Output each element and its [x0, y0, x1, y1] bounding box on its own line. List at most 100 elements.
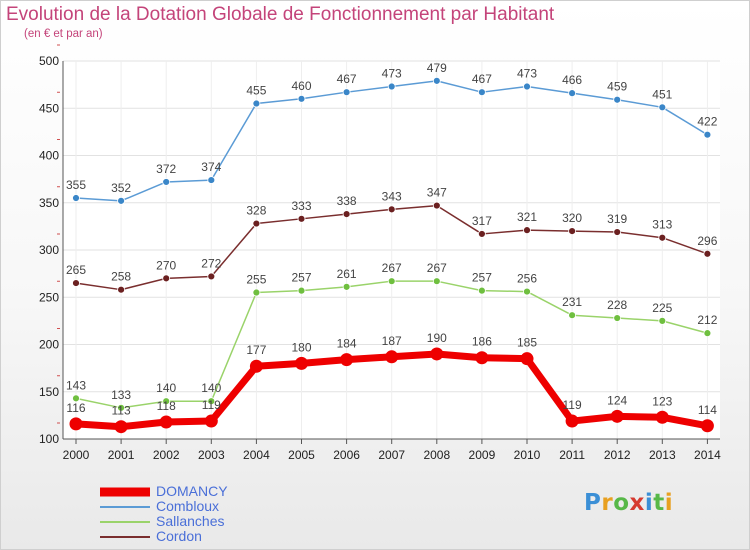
data-point [658, 103, 667, 112]
chart-title: Evolution de la Dotation Globale de Fonc… [6, 4, 555, 25]
data-label: 267 [427, 261, 447, 275]
x-tick-label: 2002 [153, 448, 180, 462]
data-point [523, 287, 531, 296]
legend-label: Combloux [156, 498, 220, 514]
data-label: 466 [562, 73, 582, 87]
data-label: 261 [337, 267, 357, 281]
data-label: 212 [697, 313, 717, 327]
x-tick-label: 2010 [514, 448, 541, 462]
legend-swatch [100, 505, 150, 508]
data-label: 114 [698, 403, 717, 417]
data-point [703, 329, 712, 338]
data-label: 347 [427, 186, 447, 200]
data-label: 451 [652, 87, 672, 101]
data-point [523, 82, 531, 91]
data-label: 257 [291, 271, 311, 285]
y-tick-label: 350 [39, 196, 59, 210]
legend-swatch [100, 487, 150, 496]
data-label: 143 [66, 378, 86, 392]
data-point [252, 219, 261, 228]
y-tick-label: 300 [39, 243, 59, 257]
x-tick-label: 2007 [378, 448, 405, 462]
series-combloux: 355 352 372 374 455 460 467 473 479 467 473 466 459 4… [66, 61, 718, 205]
data-point [114, 420, 128, 434]
data-point [162, 397, 171, 406]
x-tick-label: 2011 [559, 448, 585, 462]
data-point [565, 414, 579, 428]
data-point [703, 249, 712, 258]
data-point [385, 350, 399, 364]
data-label: 459 [607, 80, 627, 94]
data-point [568, 227, 576, 236]
data-point [432, 76, 441, 85]
x-tick-label: 2004 [243, 448, 270, 462]
data-label: 333 [291, 199, 311, 213]
data-point [658, 316, 667, 325]
data-point [249, 359, 263, 373]
data-label: 338 [337, 194, 357, 208]
data-label: 118 [157, 399, 176, 413]
data-point [207, 176, 216, 184]
y-tick-label: 100 [39, 432, 59, 446]
data-label: 270 [156, 258, 176, 272]
data-label: 374 [201, 160, 221, 174]
data-point [703, 130, 712, 139]
data-point [342, 210, 351, 218]
series-domancy: 116 113 118 119 177 180 184 187 190 186 185 119 124 1… [66, 331, 717, 434]
data-point [207, 397, 216, 406]
data-label: 257 [472, 271, 492, 285]
data-point [204, 414, 218, 428]
data-label: 256 [517, 272, 537, 286]
data-point [207, 272, 216, 281]
data-label: 177 [246, 343, 266, 357]
data-label: 372 [156, 162, 176, 176]
data-point [387, 205, 396, 214]
data-label: 231 [562, 295, 582, 309]
data-point [342, 88, 351, 97]
data-label: 320 [562, 211, 582, 225]
data-point [475, 351, 489, 365]
data-label: 113 [112, 404, 131, 418]
data-label: 258 [111, 270, 131, 284]
data-point [162, 274, 171, 283]
data-label: 455 [246, 84, 266, 98]
legend-label: Sallanches [156, 513, 225, 529]
data-label: 313 [652, 218, 672, 232]
x-tick-label: 2005 [288, 448, 315, 462]
x-tick-label: 2009 [469, 448, 496, 462]
data-point [568, 89, 576, 98]
data-label: 422 [697, 115, 717, 129]
data-label: 467 [472, 72, 492, 86]
data-label: 328 [246, 204, 266, 218]
data-label: 116 [66, 401, 85, 415]
data-point [117, 285, 125, 294]
data-point [613, 314, 622, 322]
data-point [432, 201, 441, 210]
x-tick-label: 2014 [694, 448, 721, 462]
data-point [69, 417, 83, 431]
y-tick-label: 150 [39, 385, 59, 399]
data-label: 255 [246, 273, 266, 287]
data-point [432, 277, 441, 286]
x-tick-label: 2012 [604, 448, 631, 462]
series-sallanches: 143 133 140 140 255 257 261 267 267 257 256 231 228 2… [66, 261, 718, 412]
data-label: 186 [472, 335, 492, 349]
data-label: 119 [202, 398, 221, 412]
data-point [387, 82, 396, 91]
data-label: 140 [156, 381, 176, 395]
chart-subtitle: (en € et par an) [24, 28, 103, 40]
data-label: 133 [111, 388, 131, 402]
data-label: 190 [427, 331, 447, 345]
data-point [297, 214, 306, 223]
data-point [430, 347, 444, 361]
data-label: 225 [652, 301, 672, 315]
y-tick-label: 250 [39, 290, 59, 304]
data-point [295, 356, 308, 370]
x-tick-label: 2008 [423, 448, 450, 462]
data-point [162, 178, 171, 186]
data-point [520, 352, 534, 366]
data-label: 343 [382, 189, 402, 203]
data-point [252, 288, 261, 297]
data-label: 467 [337, 72, 357, 86]
